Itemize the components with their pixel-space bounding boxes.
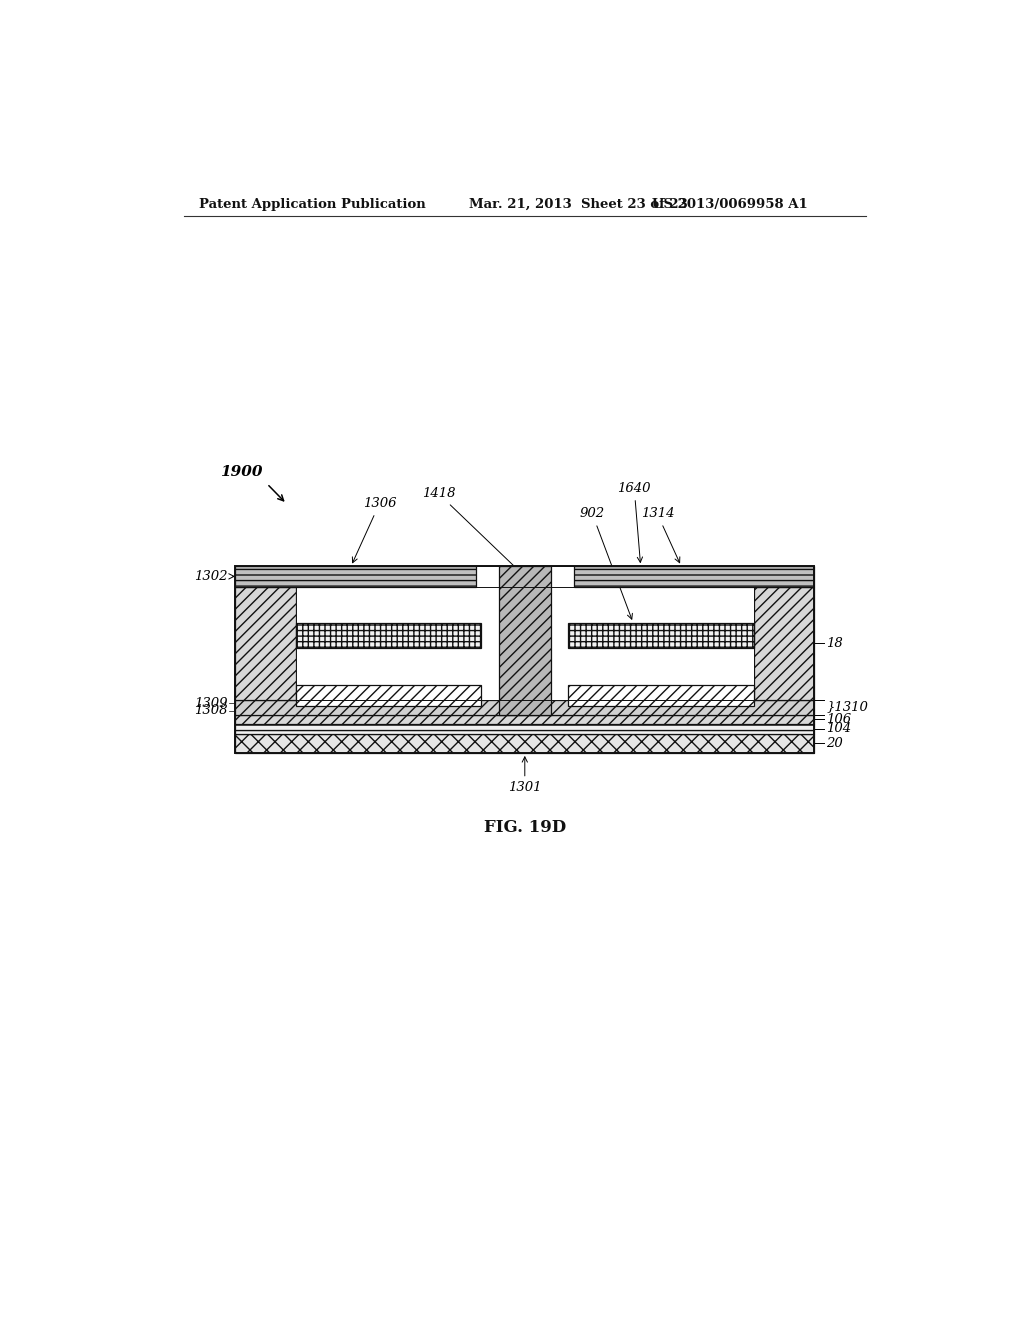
Bar — [296, 586, 499, 700]
Text: 1302: 1302 — [194, 570, 234, 583]
Bar — [236, 734, 814, 752]
Bar — [296, 685, 481, 706]
Text: 106: 106 — [826, 713, 852, 726]
Text: 1314: 1314 — [641, 507, 680, 562]
Text: 18: 18 — [826, 636, 843, 649]
Bar — [568, 685, 754, 706]
Bar — [236, 586, 296, 700]
Bar — [236, 566, 475, 586]
Text: FIG. 19D: FIG. 19D — [483, 818, 566, 836]
Bar — [236, 700, 814, 714]
Text: Patent Application Publication: Patent Application Publication — [200, 198, 426, 211]
Text: 104: 104 — [826, 722, 852, 735]
Bar — [574, 566, 814, 586]
Bar — [499, 566, 551, 714]
Bar — [296, 623, 481, 648]
Text: US 2013/0069958 A1: US 2013/0069958 A1 — [652, 198, 808, 211]
Text: 1900: 1900 — [220, 465, 263, 479]
Bar — [236, 566, 814, 752]
Text: 1640: 1640 — [617, 482, 651, 562]
Bar — [236, 725, 814, 734]
Text: 20: 20 — [826, 737, 843, 750]
Bar — [568, 623, 754, 648]
Bar — [551, 586, 754, 700]
Text: Mar. 21, 2013  Sheet 23 of 23: Mar. 21, 2013 Sheet 23 of 23 — [469, 198, 688, 211]
Text: 1309: 1309 — [194, 697, 227, 710]
Text: }1310: }1310 — [826, 701, 868, 714]
Bar — [236, 714, 814, 725]
Text: 1301: 1301 — [508, 756, 542, 795]
Bar — [754, 586, 814, 700]
Text: 1308: 1308 — [194, 705, 227, 717]
Text: 1306: 1306 — [352, 498, 396, 562]
Text: 902: 902 — [580, 507, 633, 619]
Text: 1418: 1418 — [422, 487, 522, 574]
